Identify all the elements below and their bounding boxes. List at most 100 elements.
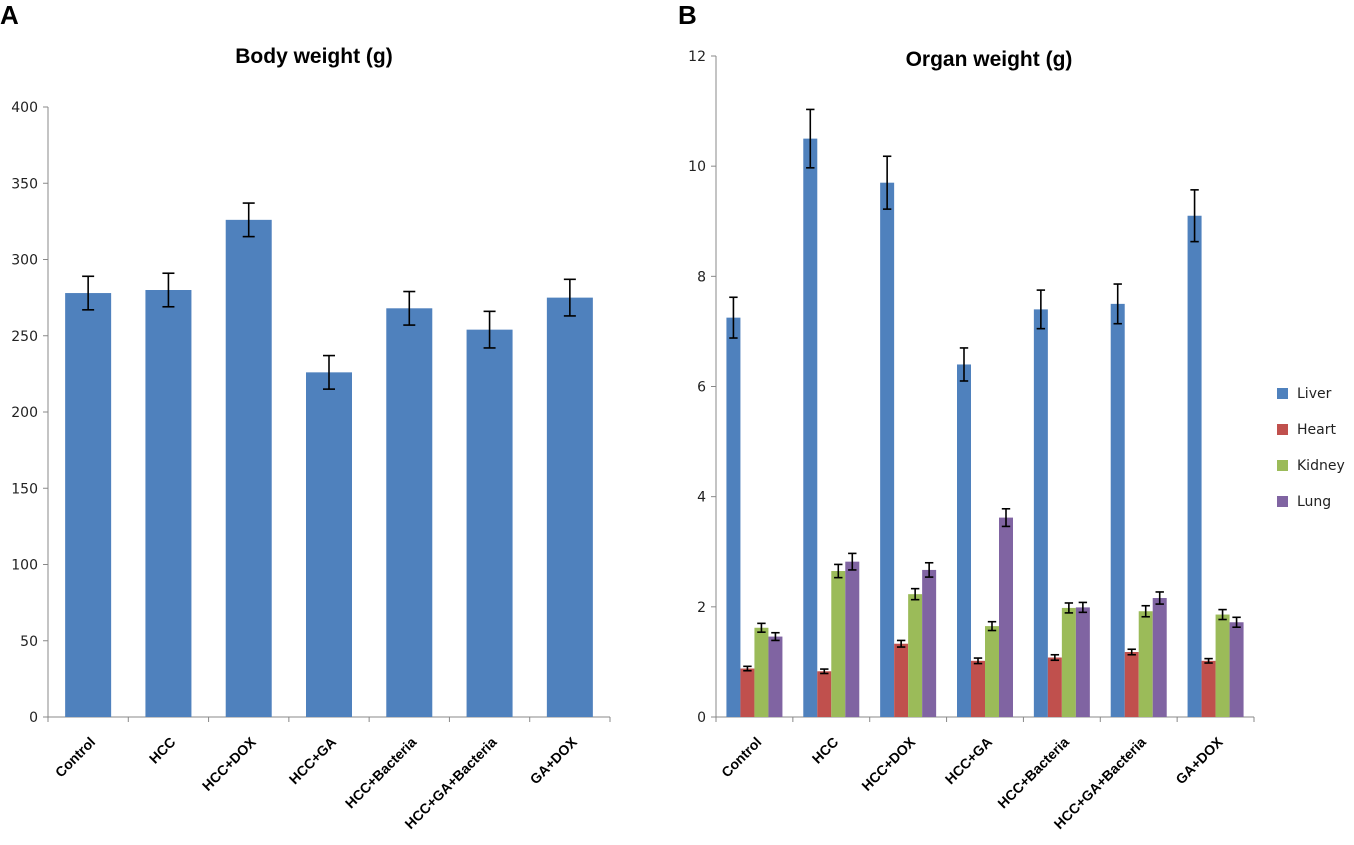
error-bar bbox=[882, 155, 892, 210]
bar-heart bbox=[1124, 652, 1139, 717]
legend-swatch bbox=[1277, 424, 1288, 435]
bar-kidney bbox=[985, 626, 999, 717]
x-tick-label: Control bbox=[718, 734, 765, 781]
error-bar bbox=[910, 587, 920, 601]
y-tick-label: 6 bbox=[697, 380, 706, 396]
error-bar bbox=[743, 665, 752, 672]
legend-label: Lung bbox=[1297, 494, 1331, 510]
bar-heart bbox=[817, 671, 832, 717]
bar-kidney bbox=[754, 627, 769, 717]
bar-liver bbox=[880, 182, 895, 718]
error-bar bbox=[848, 552, 857, 571]
bar-liver bbox=[1187, 215, 1202, 717]
error-bar bbox=[973, 657, 983, 665]
error-bar bbox=[403, 290, 416, 326]
x-tick-label: GA+DOX bbox=[1172, 733, 1226, 787]
bar-lung bbox=[845, 561, 860, 717]
bar-body-weight bbox=[225, 219, 272, 717]
x-tick-label: HCC+DOX bbox=[858, 733, 918, 793]
error-bar bbox=[1036, 289, 1046, 330]
bar-heart bbox=[1047, 657, 1062, 717]
y-tick-label: 0 bbox=[697, 710, 706, 726]
error-bar bbox=[1141, 604, 1150, 618]
legend-swatch bbox=[1277, 460, 1288, 471]
y-tick-label: 10 bbox=[688, 159, 706, 175]
bar-body-weight bbox=[65, 293, 112, 717]
error-bar bbox=[323, 354, 335, 390]
bar-lung bbox=[1075, 607, 1090, 717]
bar-kidney bbox=[1138, 611, 1153, 717]
error-bar bbox=[1064, 602, 1074, 614]
error-bar bbox=[1218, 608, 1227, 621]
y-tick-label: 12 bbox=[688, 49, 706, 65]
bar-kidney bbox=[1061, 607, 1076, 717]
error-bar bbox=[242, 202, 255, 238]
error-bar bbox=[959, 347, 969, 382]
bar-lung bbox=[768, 636, 783, 717]
panel-label-a: A bbox=[0, 0, 19, 30]
bar-kidney bbox=[908, 594, 923, 717]
y-tick-label: 400 bbox=[11, 100, 38, 116]
error-bar bbox=[1190, 189, 1199, 243]
organ-weight-chart: 0 2 4 6 8 10 12 Control HCC HCC+DOX HCC+GA HCC+Bact… bbox=[688, 49, 1255, 832]
bar-body-weight bbox=[466, 329, 513, 717]
x-tick-label: Control bbox=[52, 734, 99, 781]
legend-item-liver: Liver bbox=[1277, 386, 1332, 402]
organ-weight-legend: Liver Heart Kidney Lung bbox=[1277, 386, 1345, 510]
bar-liver bbox=[803, 138, 818, 717]
legend-item-lung: Lung bbox=[1277, 494, 1331, 510]
error-bar bbox=[987, 620, 997, 632]
y-tick-label: 350 bbox=[11, 176, 38, 192]
y-tick-label: 50 bbox=[20, 634, 38, 650]
bar-kidney bbox=[831, 571, 846, 717]
legend-item-heart: Heart bbox=[1277, 422, 1336, 438]
y-tick-label: 200 bbox=[11, 405, 38, 421]
chart-a-title: Body weight (g) bbox=[235, 45, 392, 68]
error-bar bbox=[729, 296, 738, 339]
legend-label: Heart bbox=[1297, 422, 1336, 438]
bar-liver bbox=[1033, 309, 1048, 717]
bar-heart bbox=[894, 643, 909, 717]
legend-item-kidney: Kidney bbox=[1277, 458, 1345, 474]
error-bar bbox=[1155, 591, 1164, 605]
x-tick-label: HCC+DOX bbox=[199, 733, 259, 793]
bar-lung bbox=[1152, 598, 1167, 717]
x-tick-label: HCC+Bacteria bbox=[994, 734, 1072, 812]
error-bar bbox=[1232, 616, 1241, 629]
error-bar bbox=[162, 272, 175, 308]
y-tick-label: 300 bbox=[11, 253, 38, 269]
y-tick-label: 250 bbox=[11, 329, 38, 345]
bar-heart bbox=[740, 668, 755, 717]
bar-body-weight bbox=[546, 297, 593, 717]
legend-label: Liver bbox=[1297, 386, 1332, 402]
legend-swatch bbox=[1277, 496, 1288, 507]
error-bar bbox=[820, 668, 829, 675]
x-tick-label: HCC bbox=[809, 734, 842, 767]
bar-lung bbox=[1229, 622, 1244, 717]
error-bar bbox=[1001, 507, 1011, 528]
error-bar bbox=[896, 639, 906, 648]
error-bar bbox=[483, 310, 496, 349]
error-bar bbox=[1113, 283, 1122, 325]
y-tick-label: 0 bbox=[29, 710, 38, 726]
error-bar bbox=[1204, 657, 1213, 664]
error-bar bbox=[806, 108, 815, 169]
error-bar bbox=[834, 563, 843, 579]
bar-liver bbox=[1110, 303, 1125, 717]
error-bar bbox=[1078, 601, 1088, 614]
x-tick-label: HCC+GA+Bacteria bbox=[401, 734, 499, 832]
error-bar bbox=[771, 631, 780, 642]
bar-body-weight bbox=[145, 290, 192, 717]
x-tick-label: HCC+Bacteria bbox=[342, 734, 420, 812]
y-tick-label: 8 bbox=[697, 269, 706, 285]
bar-liver bbox=[726, 317, 741, 717]
error-bar bbox=[1127, 648, 1136, 656]
bar-body-weight bbox=[386, 308, 433, 717]
bar-lung bbox=[922, 569, 937, 717]
bar-heart bbox=[1201, 660, 1216, 717]
y-tick-label: 100 bbox=[11, 558, 38, 574]
panel-label-b: B bbox=[678, 0, 697, 30]
error-bar bbox=[757, 622, 766, 633]
bar-liver bbox=[957, 364, 971, 717]
